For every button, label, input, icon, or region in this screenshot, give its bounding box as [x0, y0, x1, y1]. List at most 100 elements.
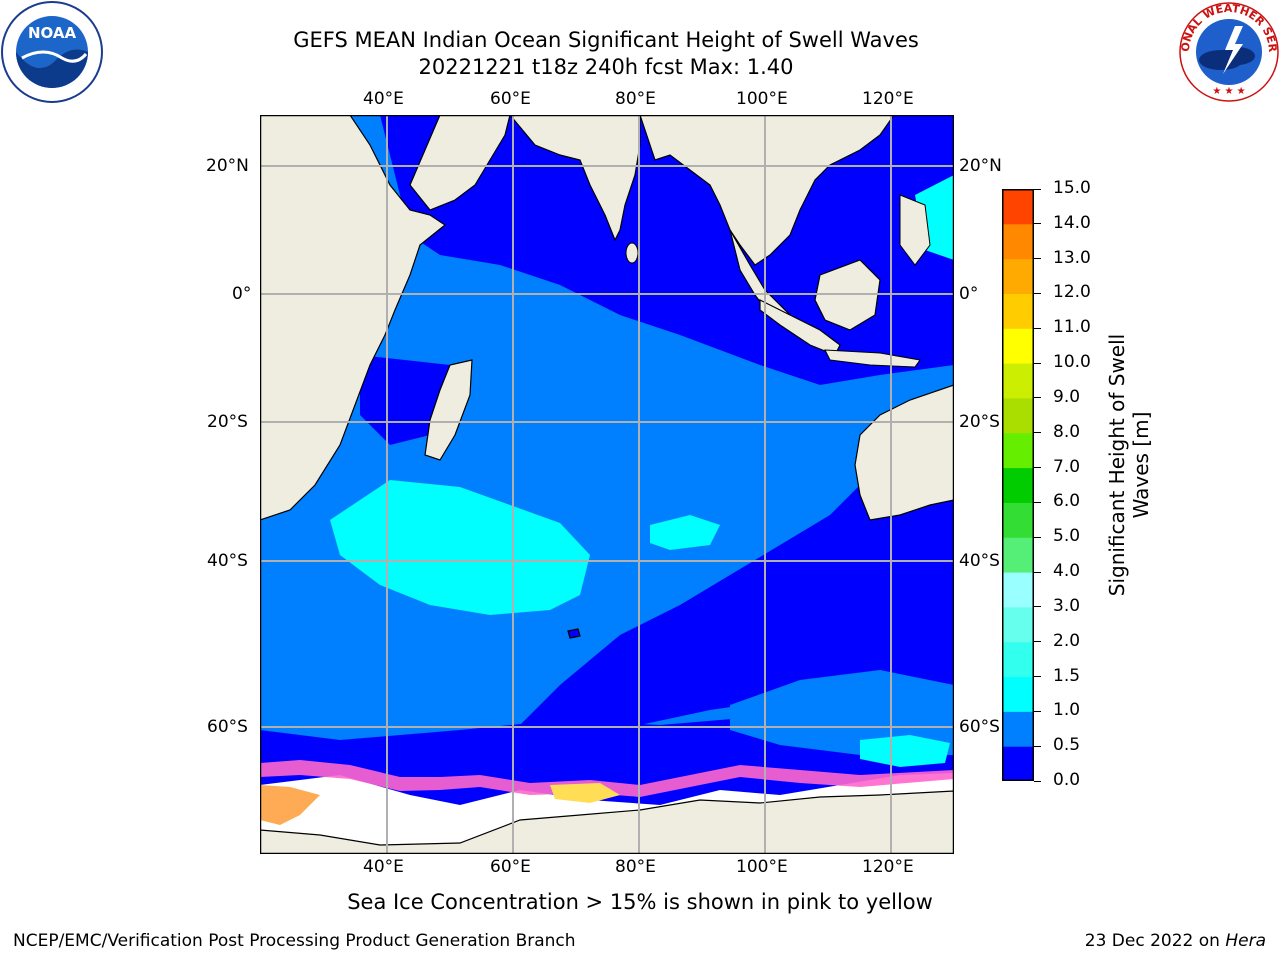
colorbar-tick-label: 6.0: [1053, 491, 1081, 512]
colorbar-tick: [1034, 536, 1041, 538]
colorbar-tick-label: 13.0: [1053, 247, 1091, 268]
colorbar-segment: [1002, 606, 1034, 643]
lon-label-top-120e: 120°E: [862, 89, 914, 109]
ocean-map: [260, 115, 954, 854]
graticule: [260, 115, 954, 854]
colorbar-segment: [1002, 189, 1034, 225]
colorbar-segment: [1002, 676, 1034, 712]
colorbar-title-line2: Waves [m]: [1129, 411, 1153, 519]
sea-ice-band-pink: [260, 760, 954, 797]
colorbar-segment: [1002, 328, 1034, 364]
footer-date: 23 Dec 2022 on: [1084, 931, 1226, 951]
lon-label-bottom-100e: 100°E: [736, 857, 788, 877]
land-southeast-asia: [639, 115, 895, 266]
land-kerguelen: [567, 628, 581, 639]
swell-low-southeast: [520, 395, 954, 735]
colorbar-tick: [1034, 188, 1041, 190]
lat-label-right-20s: 20°S: [959, 412, 1000, 432]
colorbar-segment: [1002, 397, 1034, 434]
colorbar-tick-label: 15.0: [1053, 178, 1091, 198]
footer-credit: NCEP/EMC/Verification Post Processing Pr…: [13, 931, 576, 951]
colorbar-segment: [1002, 467, 1034, 503]
lon-label-bottom-60e: 60°E: [490, 857, 531, 877]
colorbar-title-line1: Significant Height of Swell: [1105, 333, 1129, 597]
land-sri-lanka: [625, 242, 639, 264]
swell-mid-southeast: [730, 670, 954, 755]
lat-label-right-20n: 20°N: [959, 156, 1002, 176]
colorbar-tick: [1034, 710, 1041, 712]
colorbar-segment: [1002, 572, 1034, 608]
sea-ice-patch-yellow: [550, 783, 620, 803]
svg-text:★ ★ ★: ★ ★ ★: [1212, 86, 1245, 97]
land-antarctica: [260, 790, 954, 854]
lon-label-top-60e: 60°E: [490, 89, 531, 109]
colorbar-tick: [1034, 362, 1041, 364]
map-border: [260, 115, 954, 854]
colorbar-tick-label: 9.0: [1053, 386, 1081, 407]
colorbar-tick-label: 0.5: [1053, 735, 1081, 756]
colorbar-tick-label: 0.0: [1053, 770, 1081, 790]
colorbar-segment: [1002, 537, 1034, 573]
lat-label-right-60s: 60°S: [959, 717, 1000, 737]
lat-label-right-40s: 40°S: [959, 551, 1000, 571]
colorbar-tick: [1034, 467, 1041, 469]
colorbar-tick-label: 1.5: [1053, 665, 1081, 686]
colorbar-tick-label: 11.0: [1053, 317, 1091, 338]
colorbar-tick: [1034, 258, 1041, 260]
lat-label-left-20s: 20°S: [207, 412, 248, 432]
lon-label-bottom-80e: 80°E: [615, 857, 656, 877]
footer-host: Hera: [1225, 931, 1266, 951]
colorbar-border: [1002, 189, 1034, 781]
colorbar-tick: [1034, 571, 1041, 573]
colorbar-title: Significant Height of Swell Waves [m]: [1105, 315, 1153, 615]
colorbar-segment: [1002, 223, 1034, 260]
colorbar-tick: [1034, 292, 1041, 294]
colorbar-segment: [1002, 502, 1034, 538]
lat-label-left-0: 0°: [232, 284, 252, 304]
lat-label-left-20n: 20°N: [206, 156, 249, 176]
sea-ice-patch-orange: [260, 785, 320, 825]
land-philippines: [899, 194, 931, 266]
lon-label-top-80e: 80°E: [615, 89, 656, 109]
colorbar-tick: [1034, 432, 1041, 434]
footer-timestamp: 23 Dec 2022 on Hera: [1085, 931, 1266, 951]
colorbar-tick-label: 5.0: [1053, 526, 1081, 547]
colorbar-segment: [1002, 258, 1034, 294]
colorbar-tick: [1034, 327, 1041, 329]
land-madagascar: [424, 359, 473, 461]
lon-label-top-40e: 40°E: [363, 89, 404, 109]
colorbar-tick-label: 2.0: [1053, 630, 1081, 651]
colorbar-tick-label: 10.0: [1053, 352, 1091, 373]
colorbar-segment: [1002, 293, 1034, 329]
colorbar-tick-label: 7.0: [1053, 456, 1081, 477]
colorbar-tick: [1034, 745, 1041, 747]
land-arabia: [409, 115, 511, 211]
colorbar-segment: [1002, 641, 1034, 678]
colorbar: [1002, 189, 1034, 781]
lon-label-bottom-120e: 120°E: [862, 857, 914, 877]
chart-subtitle: 20221221 t18z 240h fcst Max: 1.40: [418, 55, 794, 79]
colorbar-tick: [1034, 606, 1041, 608]
land-java: [824, 349, 921, 368]
colorbar-tick: [1034, 223, 1041, 225]
colorbar-segment: [1002, 432, 1034, 469]
nws-logo: NATIONAL WEATHER SERVICE ★ ★ ★: [1177, 0, 1279, 102]
noaa-logo: NOAA: [1, 1, 103, 103]
colorbar-tick: [1034, 501, 1041, 503]
chart-title: GEFS MEAN Indian Ocean Significant Heigh…: [293, 28, 919, 52]
lon-label-bottom-40e: 40°E: [363, 857, 404, 877]
colorbar-tick: [1034, 780, 1041, 782]
colorbar-tick: [1034, 676, 1041, 678]
colorbar-tick-label: 4.0: [1053, 561, 1081, 582]
swell-high-patch-west: [330, 480, 590, 615]
lat-label-right-0: 0°: [959, 284, 979, 304]
lon-label-top-100e: 100°E: [736, 89, 788, 109]
colorbar-tick-label: 3.0: [1053, 595, 1081, 616]
swell-high-patch-central: [650, 515, 720, 550]
colorbar-tick-label: 8.0: [1053, 421, 1081, 442]
colorbar-segment: [1002, 746, 1034, 781]
colorbar-segment: [1002, 363, 1034, 399]
lat-label-left-40s: 40°S: [207, 551, 248, 571]
colorbar-tick-label: 1.0: [1053, 700, 1081, 721]
noaa-logo-text: NOAA: [28, 24, 77, 42]
